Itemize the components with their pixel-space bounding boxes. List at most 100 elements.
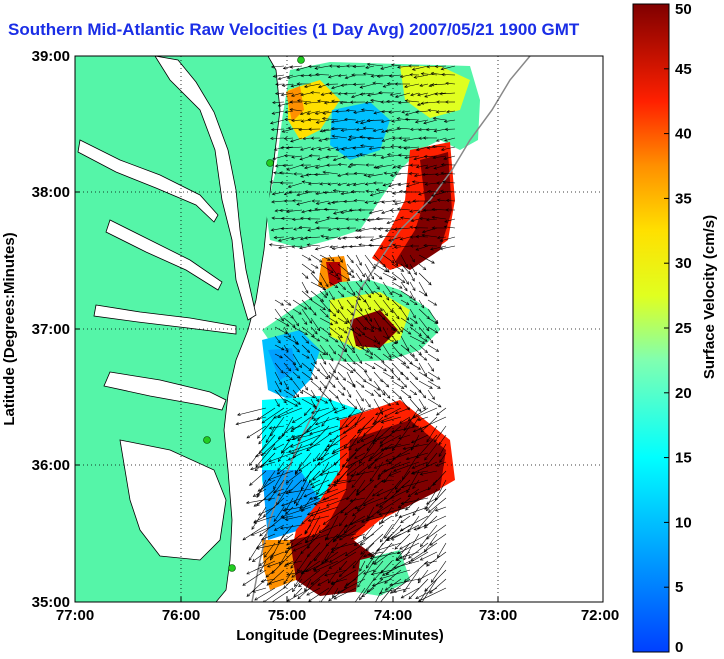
velocity-arrow — [291, 83, 303, 87]
velocity-arrow-head — [367, 465, 372, 469]
velocity-arrow — [418, 128, 429, 131]
velocity-arrow — [308, 182, 321, 185]
velocity-arrow-head — [273, 171, 277, 175]
velocity-arrow — [379, 506, 393, 525]
velocity-arrow — [350, 497, 366, 502]
velocity-arrow-head — [392, 199, 396, 203]
velocity-arrow-head — [361, 384, 365, 388]
velocity-arrow — [356, 434, 366, 444]
velocity-arrow-head — [352, 291, 356, 296]
velocity-arrow-head — [426, 65, 431, 69]
velocity-arrow-head — [296, 349, 300, 353]
velocity-arrow — [413, 407, 429, 418]
velocity-arrow — [384, 443, 402, 450]
velocity-arrow — [373, 317, 381, 330]
velocity-arrow — [292, 434, 303, 438]
velocity-arrow — [427, 371, 440, 380]
velocity-arrow-head — [245, 500, 250, 505]
velocity-arrow — [337, 461, 348, 476]
velocity-arrow-head — [265, 439, 269, 444]
velocity-arrow-head — [419, 557, 424, 561]
velocity-arrow-head — [352, 183, 357, 187]
velocity-arrow-head — [414, 376, 419, 381]
velocity-arrow — [391, 353, 406, 365]
velocity-arrow — [313, 551, 339, 571]
velocity-arrow-head — [286, 75, 291, 80]
velocity-arrow — [400, 217, 411, 220]
velocity-arrow — [254, 587, 276, 601]
velocity-arrow-head — [343, 358, 347, 362]
velocity-arrow-head — [348, 609, 351, 612]
velocity-arrow — [381, 137, 393, 142]
velocity-arrow-head — [400, 268, 405, 272]
velocity-arrow — [370, 191, 384, 196]
velocity-arrow-head — [371, 583, 376, 587]
velocity-arrow-head — [300, 216, 304, 220]
velocity-arrow-head — [422, 394, 427, 399]
velocity-arrow — [381, 119, 393, 123]
velocity-arrow-head — [418, 408, 422, 412]
velocity-arrow — [349, 515, 366, 525]
velocity-arrow — [283, 362, 292, 372]
velocity-arrow — [401, 587, 420, 599]
x-axis-label: Longitude (Degrees:Minutes) — [236, 627, 444, 644]
velocity-arrow — [323, 506, 348, 525]
velocity-arrow-head — [334, 320, 339, 324]
velocity-arrow-head — [312, 477, 316, 481]
velocity-arrow-head — [414, 110, 419, 114]
velocity-arrow-head — [340, 293, 345, 298]
velocity-arrow-head — [380, 520, 385, 524]
velocity-arrow — [293, 542, 312, 552]
velocity-arrow — [382, 326, 390, 339]
velocity-arrow-head — [279, 208, 283, 213]
velocity-arrow-head — [380, 570, 384, 574]
velocity-arrow-head — [353, 542, 358, 546]
velocity-arrow — [372, 488, 384, 497]
velocity-arrow-head — [363, 326, 367, 331]
velocity-arrow — [283, 299, 291, 306]
velocity-arrow — [283, 353, 296, 365]
velocity-arrow — [261, 434, 285, 456]
velocity-arrow — [308, 209, 321, 212]
velocity-arrow-head — [315, 201, 320, 205]
velocity-arrow — [348, 164, 357, 168]
velocity-arrow-head — [332, 189, 337, 193]
velocity-arrow-head — [415, 596, 419, 599]
velocity-arrow-head — [340, 191, 345, 196]
velocity-arrow-head — [373, 111, 378, 115]
velocity-arrow — [319, 317, 333, 326]
velocity-arrow — [418, 380, 433, 389]
velocity-arrow-head — [330, 120, 335, 124]
velocity-arrow-head — [280, 526, 284, 530]
velocity-arrow-head — [436, 100, 440, 104]
velocity-arrow — [246, 497, 276, 504]
velocity-arrow-head — [397, 145, 402, 149]
velocity-arrow — [290, 551, 303, 569]
velocity-arrow-head — [314, 265, 319, 269]
velocity-arrow-head — [407, 529, 411, 533]
velocity-arrow-head — [409, 295, 413, 299]
velocity-arrow-head — [321, 117, 326, 121]
velocity-arrow-head — [343, 348, 347, 352]
velocity-arrow — [375, 587, 384, 602]
velocity-arrow — [328, 263, 339, 277]
velocity-arrow — [392, 244, 402, 247]
velocity-arrow-head — [374, 419, 378, 424]
velocity-arrow-head — [391, 136, 396, 140]
velocity-arrow — [418, 587, 447, 602]
velocity-arrow-head — [364, 200, 369, 204]
velocity-arrow-head — [367, 404, 371, 408]
velocity-arrow — [319, 272, 329, 287]
velocity-arrow-head — [326, 444, 331, 448]
velocity-arrow — [385, 227, 402, 232]
velocity-arrow-head — [277, 76, 282, 81]
velocity-arrow-head — [413, 157, 417, 161]
velocity-arrow-head — [390, 144, 394, 149]
velocity-arrow-head — [332, 313, 337, 317]
velocity-arrow — [328, 299, 340, 314]
velocity-arrow — [351, 470, 366, 488]
velocity-arrow-head — [403, 427, 407, 432]
velocity-arrow-head — [444, 219, 448, 223]
velocity-arrow — [314, 65, 330, 69]
velocity-arrow-head — [417, 577, 421, 581]
